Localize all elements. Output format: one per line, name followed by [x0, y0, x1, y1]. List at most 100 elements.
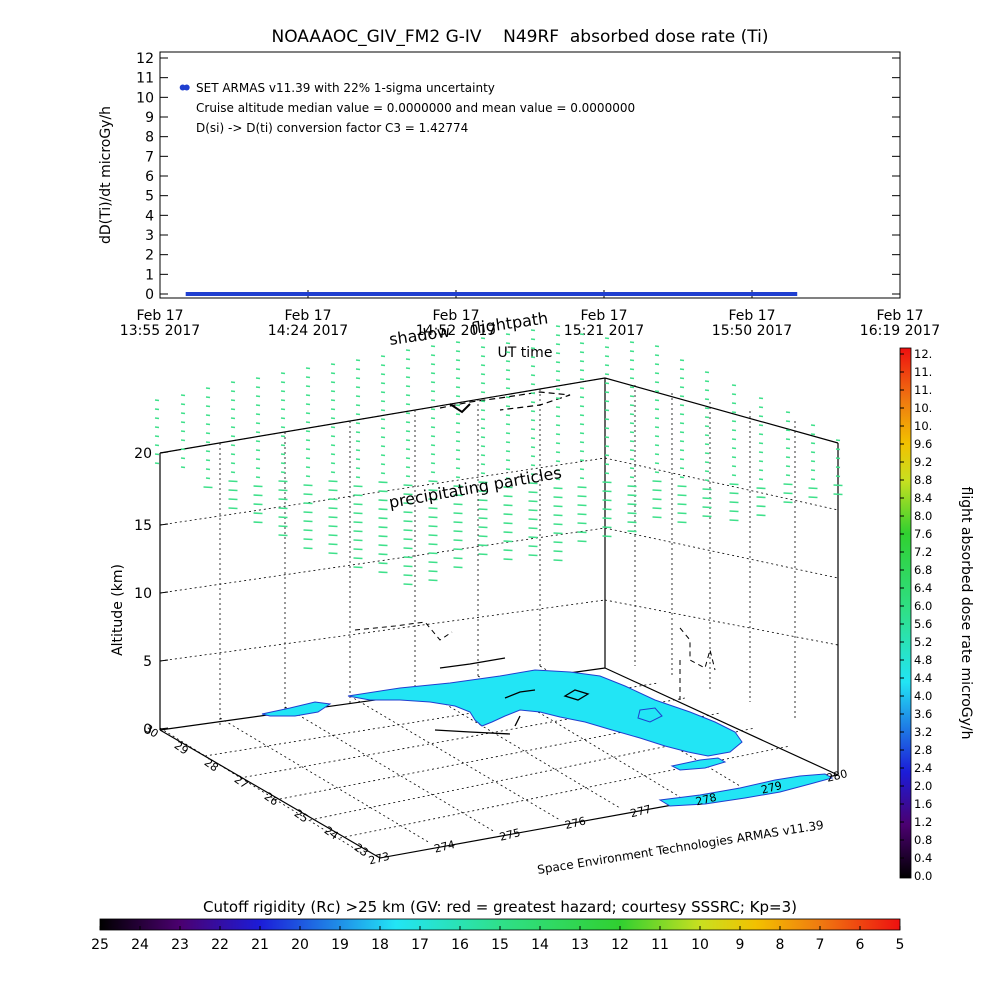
- precip-mark: [729, 492, 739, 495]
- precip-mark: [480, 445, 486, 448]
- precip-mark: [205, 441, 211, 444]
- precip-mark: [530, 473, 536, 476]
- precip-mark: [704, 452, 710, 455]
- right-colorbar-tick-label: 11.: [914, 383, 932, 397]
- right-colorbar-tick-label: 0.0: [914, 869, 932, 883]
- precip-mark: [652, 489, 662, 492]
- right-colorbar-tick-label: 3.6: [914, 707, 932, 721]
- precip-mark: [505, 423, 511, 426]
- precip-mark: [731, 393, 737, 396]
- precip-mark: [455, 395, 461, 398]
- precip-mark: [328, 516, 338, 519]
- precip-mark: [330, 444, 336, 447]
- precip-mark: [355, 386, 361, 389]
- precip-mark: [758, 406, 764, 409]
- precip-mark: [629, 395, 635, 398]
- precip-mark: [305, 385, 311, 388]
- precip-mark: [278, 516, 288, 519]
- precip-mark: [577, 522, 587, 525]
- precip-mark: [255, 449, 261, 452]
- precip-mark: [480, 418, 486, 421]
- lat-tick-label: 27: [232, 773, 251, 792]
- precip-mark: [230, 471, 236, 474]
- precip-mark: [530, 437, 536, 440]
- precip-mark: [255, 476, 261, 479]
- precip-mark: [280, 462, 286, 465]
- precip-mark: [704, 434, 710, 437]
- precip-mark: [654, 372, 660, 375]
- precip-mark: [305, 412, 311, 415]
- lon-tick-label: 278: [694, 791, 718, 809]
- precip-mark: [505, 378, 511, 381]
- precip-mark: [353, 548, 363, 551]
- precip-mark: [180, 394, 186, 397]
- precip-mark: [654, 354, 660, 357]
- precip-mark: [380, 454, 386, 457]
- precip-mark: [253, 512, 263, 515]
- precip-mark: [530, 401, 536, 404]
- precip-mark: [453, 548, 463, 551]
- precip-mark: [835, 466, 841, 469]
- precip-mark: [758, 469, 764, 472]
- precip-mark: [579, 369, 585, 372]
- precip-mark: [704, 425, 710, 428]
- precip-mark: [679, 386, 685, 389]
- precip-mark: [579, 405, 585, 408]
- precip-mark: [679, 377, 685, 380]
- precip-mark: [553, 532, 563, 535]
- precip-mark: [205, 477, 211, 480]
- precip-mark: [679, 413, 685, 416]
- precip-mark: [353, 485, 363, 488]
- precip-mark: [228, 480, 238, 483]
- precip-mark: [380, 463, 386, 466]
- precip-mark: [428, 498, 438, 501]
- precip-mark: [378, 490, 388, 493]
- precip-mark: [280, 408, 286, 411]
- precip-mark: [833, 493, 843, 496]
- precip-mark: [503, 504, 513, 507]
- precip-mark: [731, 402, 737, 405]
- precip-mark: [729, 501, 739, 504]
- top-x-axis-label: UT time: [498, 345, 553, 361]
- precip-mark: [405, 466, 411, 469]
- precip-mark: [579, 468, 585, 471]
- precip-mark: [303, 520, 313, 523]
- precip-mark: [729, 510, 739, 513]
- precip-mark: [403, 565, 413, 568]
- precip-mark: [555, 460, 561, 463]
- precip-mark: [480, 391, 486, 394]
- precip-mark: [530, 428, 536, 431]
- right-colorbar-tick-label: 2.0: [914, 779, 932, 793]
- precip-mark: [679, 368, 685, 371]
- precip-mark: [604, 454, 610, 457]
- precip-mark: [579, 378, 585, 381]
- precip-mark: [428, 579, 438, 582]
- precip-mark: [530, 365, 536, 368]
- precip-mark: [629, 431, 635, 434]
- back-wall-grid: [159, 377, 839, 856]
- precip-mark: [403, 538, 413, 541]
- precip-mark: [455, 377, 461, 380]
- precip-mark: [577, 531, 587, 534]
- precip-mark: [503, 486, 513, 489]
- precip-mark: [253, 503, 263, 506]
- precip-mark: [305, 376, 311, 379]
- precip-mark: [154, 444, 160, 447]
- precip-mark: [654, 345, 660, 348]
- precip-mark: [553, 514, 563, 517]
- precip-mark: [835, 448, 841, 451]
- precip-mark: [380, 418, 386, 421]
- precip-mark: [677, 512, 687, 515]
- precip-mark: [355, 359, 361, 362]
- bottom-colorbar-tick-label: 14: [531, 937, 549, 953]
- lon-tick-label: 276: [564, 814, 588, 832]
- precip-mark: [230, 444, 236, 447]
- precip-mark: [480, 409, 486, 412]
- ground-track: [434, 657, 590, 735]
- precip-mark: [602, 508, 612, 511]
- top-x-tick-label-date: Feb 17: [580, 308, 627, 324]
- precip-mark: [278, 525, 288, 528]
- precip-mark: [353, 494, 363, 497]
